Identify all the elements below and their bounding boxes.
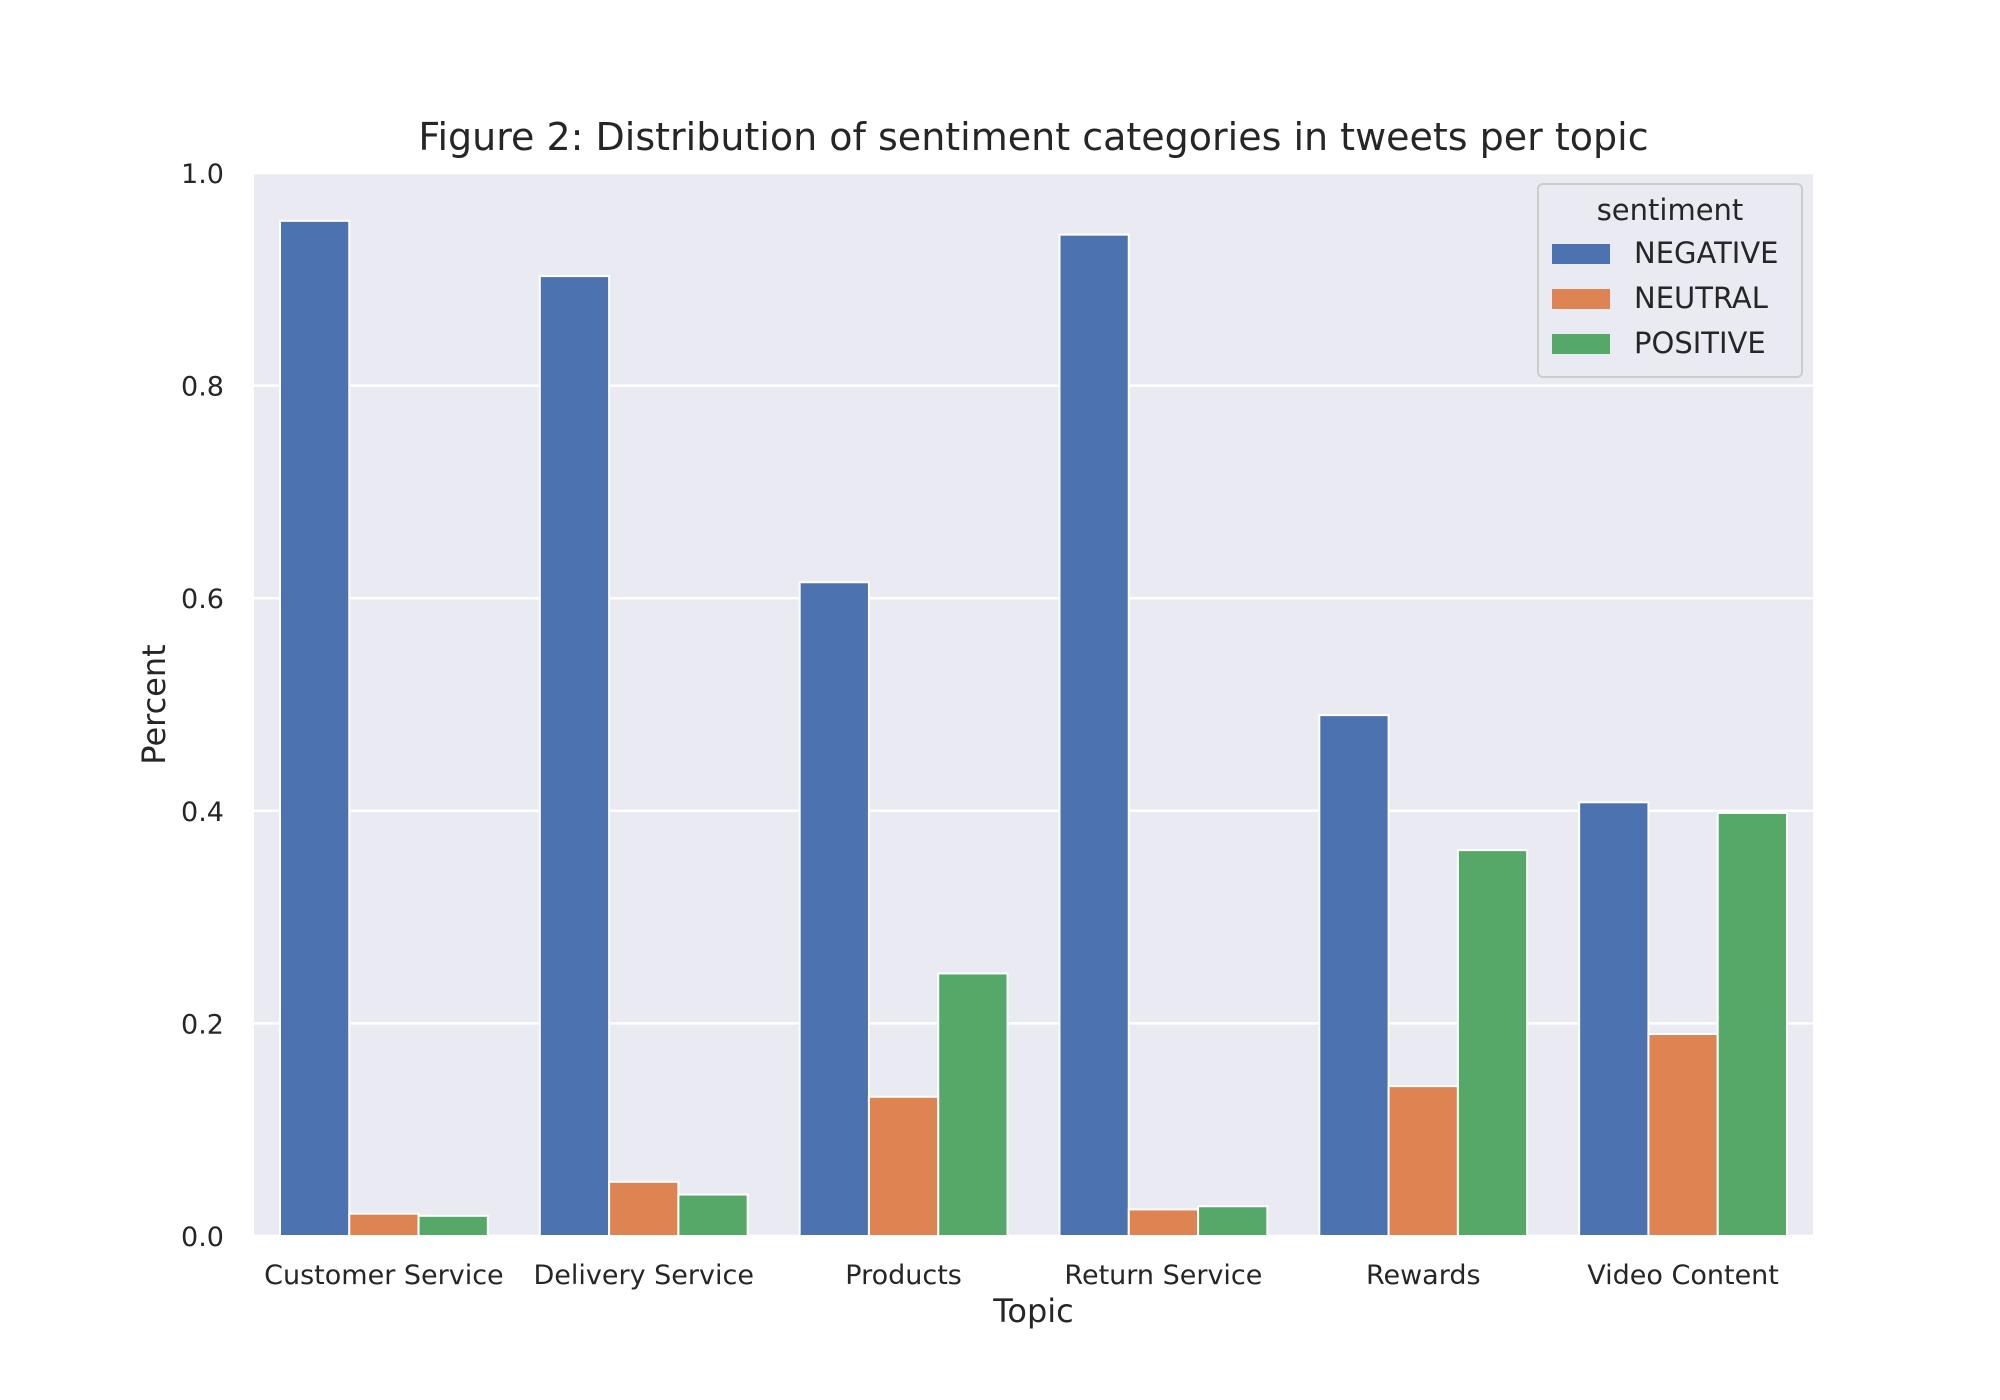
x-tick-label: Video Content — [1587, 1260, 1779, 1291]
legend: sentiment NEGATIVE NEUTRAL POSITIVE — [1537, 183, 1803, 378]
y-tick-label: 1.0 — [181, 159, 224, 190]
bar-positive-3 — [1197, 1205, 1269, 1237]
x-axis-label: Topic — [992, 1292, 1073, 1330]
bar-negative-5 — [1578, 801, 1650, 1238]
bar-negative-4 — [1318, 714, 1390, 1237]
legend-box — [1537, 183, 1803, 378]
bar-positive-0 — [417, 1214, 489, 1237]
chart-title: Figure 2: Distribution of sentiment cate… — [418, 115, 1648, 159]
legend-swatch-positive — [1552, 334, 1610, 354]
y-tick-label: 0.0 — [181, 1222, 224, 1253]
bar-negative-2 — [798, 581, 870, 1237]
bar-positive-1 — [677, 1193, 749, 1237]
y-tick-label: 0.4 — [181, 797, 224, 828]
bar-negative-1 — [538, 275, 611, 1237]
x-tick-label: Rewards — [1366, 1260, 1481, 1291]
x-tick-label: Customer Service — [264, 1260, 504, 1291]
bar-positive-5 — [1716, 811, 1789, 1238]
y-tick-label: 0.2 — [181, 1009, 224, 1040]
x-tick-label: Products — [845, 1260, 962, 1291]
bar-positive-4 — [1456, 849, 1529, 1237]
y-tick-label: 0.8 — [181, 372, 224, 403]
bar-negative-3 — [1058, 233, 1130, 1238]
legend-label-negative: NEGATIVE — [1634, 236, 1779, 270]
bar-positive-2 — [937, 972, 1009, 1238]
x-tick-label: Delivery Service — [534, 1260, 754, 1291]
legend-label-neutral: NEUTRAL — [1634, 281, 1768, 315]
bars — [278, 219, 1789, 1238]
bar-neutral-2 — [867, 1095, 940, 1237]
legend-items: NEGATIVE NEUTRAL POSITIVE — [1552, 236, 1779, 360]
bar-neutral-5 — [1647, 1033, 1719, 1238]
bar-neutral-4 — [1387, 1085, 1459, 1237]
y-axis-label: Percent — [135, 644, 173, 764]
bar-negative-0 — [278, 219, 351, 1237]
legend-label-positive: POSITIVE — [1634, 326, 1766, 360]
legend-swatch-neutral — [1552, 289, 1610, 309]
bar-neutral-1 — [608, 1180, 680, 1237]
y-axis-ticks: 0.0 0.2 0.4 0.6 0.8 1.0 — [181, 159, 224, 1253]
legend-swatch-negative — [1552, 244, 1610, 264]
bar-neutral-0 — [348, 1212, 420, 1238]
legend-title: sentiment — [1597, 193, 1744, 227]
gridlines — [254, 171, 1813, 1238]
y-tick-label: 0.6 — [181, 584, 224, 615]
x-tick-label: Return Service — [1064, 1260, 1262, 1291]
x-axis-ticks: Customer Service Delivery Service Products… — [264, 1260, 1779, 1291]
bar-neutral-3 — [1127, 1208, 1200, 1238]
